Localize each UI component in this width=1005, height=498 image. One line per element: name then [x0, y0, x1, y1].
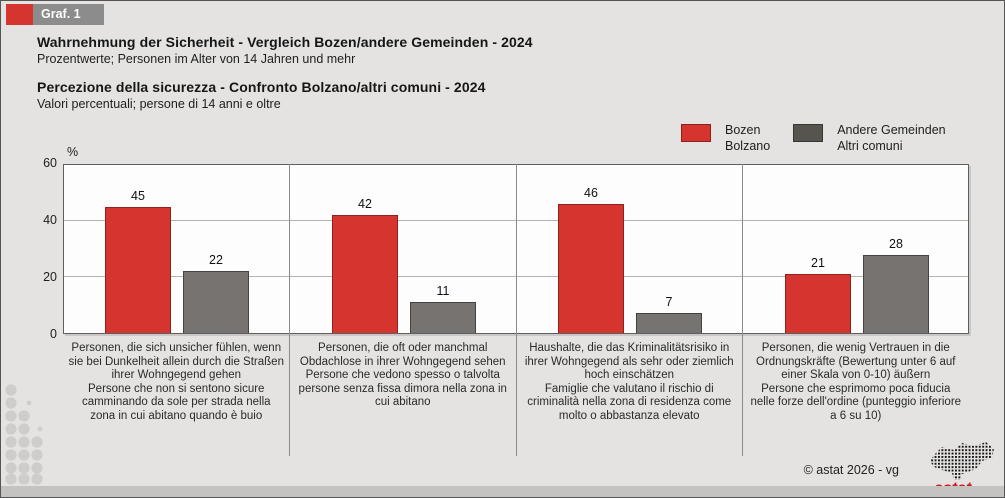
y-axis-unit-label: %: [67, 145, 79, 159]
bar-bozen-3: [558, 204, 624, 333]
category-label-4: Personen, die wenig Vertrauen in die Ord…: [743, 342, 970, 423]
graf-number-badge: Graf. 1: [33, 4, 104, 25]
bar-andere-1: [183, 271, 249, 333]
bar-value-andere-4: 28: [889, 237, 903, 251]
decorative-dots-pattern: [5, 384, 43, 485]
legend-swatch-bozen: [681, 124, 711, 142]
panel-divider-3: [742, 164, 743, 456]
panel-divider-1: [289, 164, 290, 456]
astat-logo-map: [930, 442, 994, 480]
legend-label-bozen-it: Bolzano: [725, 139, 771, 153]
bar-value-andere-1: 22: [209, 253, 223, 267]
bottom-band: [1, 486, 1004, 497]
category-label-1-it: Persone che non si sentono sicure cammin…: [81, 382, 271, 422]
category-label-3-de: Haushalte, die das Kriminalitätsrisiko i…: [524, 342, 734, 381]
legend-label-andere: Andere Gemeinden Altri comuni: [837, 122, 945, 154]
chart-block: 45 22 42 11 46 7 21 28 Personen, die sich unsic…: [63, 164, 969, 456]
chart-header: Wahrnehmung der Sicherheit - Vergleich B…: [37, 34, 677, 111]
legend-item-andere: Andere Gemeinden Altri comuni: [793, 122, 946, 154]
badge-red-square: [6, 4, 33, 25]
category-labels: Personen, die sich unsicher fühlen, wenn…: [63, 342, 969, 423]
bar-bozen-1: [105, 207, 171, 333]
legend-label-andere-it: Altri comuni: [837, 139, 903, 153]
bar-andere-2: [410, 302, 476, 333]
title-german: Wahrnehmung der Sicherheit - Vergleich B…: [37, 34, 533, 50]
y-tick-60: 60: [43, 156, 57, 170]
category-label-1-de: Personen, die sich unsicher fühlen, wenn…: [68, 342, 284, 381]
bar-value-bozen-4: 21: [811, 256, 825, 270]
category-label-2-de: Personen, die oft oder manchmal Obdachlo…: [299, 342, 506, 368]
bar-andere-3: [636, 313, 702, 333]
y-tick-40: 40: [43, 213, 57, 227]
title-italian: Percezione della sicurezza - Confronto B…: [37, 79, 486, 95]
bar-value-bozen-1: 45: [131, 189, 145, 203]
category-label-1: Personen, die sich unsicher fühlen, wenn…: [63, 342, 290, 423]
y-tick-0: 0: [50, 327, 57, 341]
category-label-4-de: Personen, die wenig Vertrauen in die Ord…: [756, 342, 956, 381]
category-label-2-it: Persone che vedono spesso o talvolta per…: [298, 369, 507, 408]
y-tick-20: 20: [43, 270, 57, 284]
legend: Bozen Bolzano Andere Gemeinden Altri com…: [681, 122, 946, 154]
legend-swatch-andere: [793, 124, 824, 142]
bar-value-bozen-2: 42: [358, 197, 372, 211]
bar-value-andere-3: 7: [665, 295, 673, 309]
subtitle-german: Prozentwerte; Personen im Alter von 14 J…: [37, 52, 356, 66]
bar-value-bozen-3: 46: [584, 186, 598, 200]
bar-value-andere-2: 11: [436, 284, 450, 298]
legend-label-bozen: Bozen Bolzano: [725, 122, 770, 154]
copyright-text: © astat 2026 - vg: [803, 463, 899, 477]
bar-andere-4: [863, 255, 929, 333]
bar-bozen-4: [785, 274, 851, 333]
legend-label-bozen-de: Bozen: [725, 123, 761, 137]
panel-divider-2: [516, 164, 517, 456]
category-label-4-it: Persone che esprimomo poca fiducia nelle…: [750, 382, 962, 422]
legend-item-bozen: Bozen Bolzano: [681, 122, 770, 154]
bar-bozen-2: [332, 215, 398, 333]
category-label-2: Personen, die oft oder manchmal Obdachlo…: [290, 342, 517, 423]
category-label-3: Haushalte, die das Kriminalitätsrisiko i…: [516, 342, 743, 423]
category-label-3-it: Famiglie che valutano il rischio di crim…: [527, 382, 732, 422]
legend-label-andere-de: Andere Gemeinden: [837, 123, 946, 137]
subtitle-italian: Valori percentuali; persone di 14 anni e…: [37, 97, 281, 111]
